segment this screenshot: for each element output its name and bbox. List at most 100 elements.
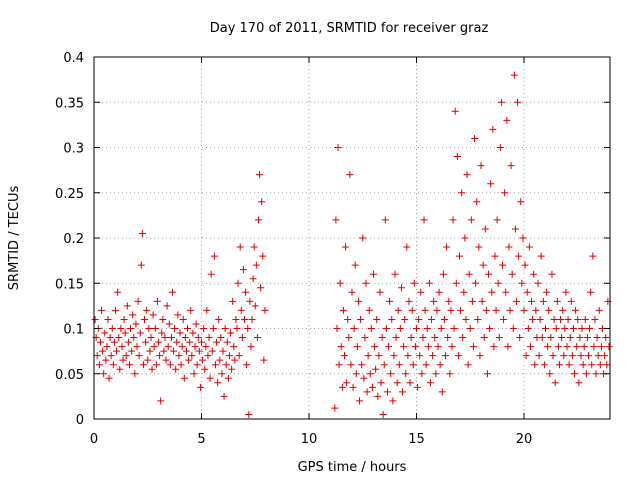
data-point [175,352,183,360]
data-point [593,334,601,342]
y-tick-label: 0.2 [63,232,84,247]
data-point [522,352,530,360]
data-point [354,297,362,305]
data-point [132,320,140,328]
data-point [391,270,399,278]
data-point [512,297,520,305]
data-point [217,334,225,342]
data-point [116,365,124,373]
data-point [141,315,149,323]
data-point [129,311,137,319]
data-point [125,361,133,369]
data-point [563,343,571,351]
data-point [223,338,231,346]
data-point [416,352,424,360]
data-point [587,288,595,296]
data-point [332,216,340,224]
data-point [479,261,487,269]
data-point [102,356,110,364]
data-point [163,302,171,310]
data-point [474,315,482,323]
data-point [261,306,269,314]
data-point [211,361,219,369]
data-point [447,306,455,314]
data-point [104,315,112,323]
data-point [580,343,588,351]
data-point [220,392,228,400]
data-point [157,397,165,405]
data-point [454,352,462,360]
data-point [562,288,570,296]
data-point [346,171,354,179]
data-point [372,365,380,373]
data-point [135,352,143,360]
data-point [462,315,470,323]
x-axis-label: GPS time / hours [298,460,407,475]
data-point [471,134,479,142]
data-point [435,288,443,296]
data-point [131,370,139,378]
data-point [596,361,604,369]
data-point [404,352,412,360]
data-point [429,352,437,360]
y-tick-label: 0.05 [55,368,84,383]
chart-title: Day 170 of 2011, SRMTID for receiver gra… [210,21,489,36]
data-point [473,198,481,206]
data-point [489,125,497,133]
data-point [202,343,210,351]
data-point [373,315,381,323]
data-point [526,343,534,351]
data-point [397,284,405,292]
data-point [260,356,268,364]
data-point [123,302,131,310]
data-point [583,334,591,342]
data-point [207,270,215,278]
data-point [487,180,495,188]
data-point [208,347,216,355]
data-point [118,343,126,351]
data-point [457,306,465,314]
data-point [491,252,499,260]
data-point [586,325,594,332]
data-point [420,216,428,224]
data-point [413,325,420,332]
data-point [243,361,251,369]
data-points [91,71,613,418]
data-point [335,361,343,369]
data-point [554,343,562,351]
data-point [461,234,469,242]
data-point [382,325,390,332]
data-point [408,306,416,314]
data-point [431,334,439,342]
data-point [225,352,233,360]
data-point [419,334,427,342]
data-point [415,315,423,323]
data-point [196,383,204,391]
data-point [259,252,267,260]
data-point [493,216,501,224]
data-point [231,356,239,364]
data-point [103,343,111,351]
data-point [472,279,480,287]
data-point [139,361,147,369]
data-point [550,315,558,323]
data-point [114,288,122,296]
data-point [228,365,236,373]
data-point [365,306,373,314]
data-point [161,334,169,342]
data-point [230,343,238,351]
data-point [516,334,524,342]
data-point [426,379,434,387]
data-point [254,216,262,224]
data-point [121,329,129,337]
y-tick-labels: 0 0.05 0.1 0.15 0.2 0.25 0.3 0.35 0.4 [55,51,84,428]
data-point [395,361,403,369]
data-point [146,347,154,355]
data-point [127,325,135,332]
data-point [145,325,153,332]
data-point [575,379,583,387]
data-point [133,343,141,351]
data-point [564,315,572,323]
data-point [411,343,419,351]
data-point [150,343,158,351]
